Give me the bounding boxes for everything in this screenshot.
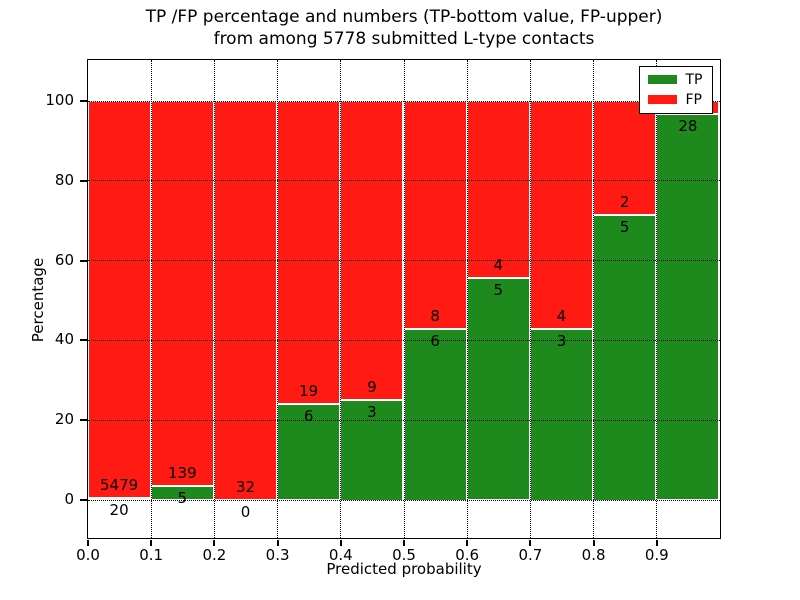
x-tick-mark	[466, 540, 469, 546]
fp-bar-segment-7	[529, 100, 594, 329]
tp-count-label: 5	[619, 217, 630, 236]
legend-item-fp: FP	[647, 91, 703, 108]
tp-count-label: 5	[177, 488, 188, 507]
fp-legend-swatch-icon	[647, 95, 677, 104]
tp-bar-segment-5	[403, 328, 467, 500]
x-axis-label: Predicted probability	[326, 560, 482, 578]
y-tick-label: 20	[54, 410, 74, 429]
tp-count-label: 6	[430, 331, 440, 350]
y-tick-label: 80	[54, 170, 74, 189]
tp-legend-swatch-icon	[647, 75, 677, 84]
fp-bar-segment-0	[87, 100, 151, 499]
x-gridline	[656, 59, 658, 538]
x-tick-mark	[276, 540, 279, 546]
tp-count-label: 3	[367, 402, 377, 421]
x-tick-mark	[339, 540, 342, 546]
x-tick-mark	[403, 540, 405, 546]
y-tick-mark	[80, 100, 87, 102]
tp-count-label: 28	[678, 117, 698, 136]
y-tick-mark	[80, 339, 87, 342]
x-gridline	[340, 59, 342, 538]
legend: TP FP	[638, 65, 713, 114]
fp-bar-segment-3	[277, 100, 341, 404]
x-tick-label: 0.7	[518, 546, 543, 564]
fp-bar-segment-6	[466, 100, 530, 278]
x-tick-label: 0.0	[76, 546, 100, 564]
x-tick-label: 0.3	[265, 546, 290, 564]
x-gridline	[213, 59, 215, 538]
tp-count-label: 6	[303, 406, 314, 425]
fp-count-label: 32	[235, 477, 256, 496]
fp-bar-segment-8	[593, 100, 657, 215]
tp-bar-segment-7	[529, 328, 594, 500]
chart-title: TP /FP percentage and numbers (TP-bottom…	[88, 6, 720, 50]
x-gridline	[277, 59, 279, 538]
tp-legend-label: TP	[685, 71, 703, 88]
x-gridline	[593, 59, 595, 538]
x-tick-label: 0.1	[139, 546, 164, 564]
tp-bar-segment-9	[656, 114, 720, 500]
chart-title-line-1: TP /FP percentage and numbers (TP-bottom…	[145, 7, 663, 27]
tp-bar-segment-0	[87, 498, 151, 500]
x-tick-mark	[150, 540, 153, 546]
x-gridline	[403, 59, 405, 538]
x-tick-label: 0.9	[644, 546, 669, 564]
tp-bar-segment-8	[593, 214, 657, 500]
y-tick-mark	[80, 499, 87, 501]
x-gridline	[150, 59, 152, 538]
fp-count-label: 2	[619, 192, 630, 211]
fp-count-label: 4	[493, 255, 504, 274]
tp-count-label: 3	[556, 331, 567, 350]
x-tick-mark	[655, 540, 658, 546]
fp-count-label: 139	[167, 463, 197, 482]
fp-count-label: 4	[556, 306, 567, 325]
legend-item-tp: TP	[647, 71, 703, 88]
y-tick-mark	[80, 179, 87, 182]
plot-area: TP FP 54792013953201969386454325128	[86, 58, 721, 539]
fp-bar-segment-5	[403, 100, 467, 329]
x-gridline	[529, 59, 531, 538]
fp-bar-segment-4	[340, 100, 404, 400]
chart-title-line-2: from among 5778 submitted L-type contact…	[213, 29, 595, 49]
y-tick-label: 60	[54, 250, 74, 269]
y-tick-label: 0	[64, 490, 74, 508]
x-tick-label: 0.6	[455, 546, 480, 564]
fp-bar-segment-1	[150, 100, 214, 486]
fp-bar-segment-2	[213, 100, 278, 500]
y-tick-label: 40	[54, 330, 74, 349]
y-axis-label: Percentage	[29, 257, 47, 343]
x-tick-label: 0.2	[202, 546, 227, 564]
x-gridline	[466, 59, 468, 538]
tp-count-label: 5	[493, 280, 504, 299]
fp-legend-label: FP	[685, 91, 703, 108]
x-tick-mark	[87, 540, 89, 546]
tp-count-label: 20	[109, 501, 129, 520]
x-tick-mark	[213, 540, 216, 546]
y-tick-mark	[80, 419, 87, 422]
fp-count-label: 8	[430, 306, 440, 325]
x-tick-mark	[529, 540, 532, 546]
x-tick-label: 0.4	[328, 546, 353, 564]
fp-count-label: 9	[367, 377, 377, 396]
tp-bar-segment-6	[466, 277, 530, 500]
y-tick-mark	[80, 259, 87, 262]
y-tick-label: 100	[45, 91, 74, 109]
x-tick-mark	[592, 540, 595, 546]
fp-count-label: 19	[299, 381, 319, 400]
x-tick-label: 0.5	[392, 546, 416, 564]
tp-count-label: 0	[240, 502, 251, 521]
x-tick-label: 0.8	[581, 546, 606, 564]
fp-count-label: 5479	[100, 476, 139, 495]
